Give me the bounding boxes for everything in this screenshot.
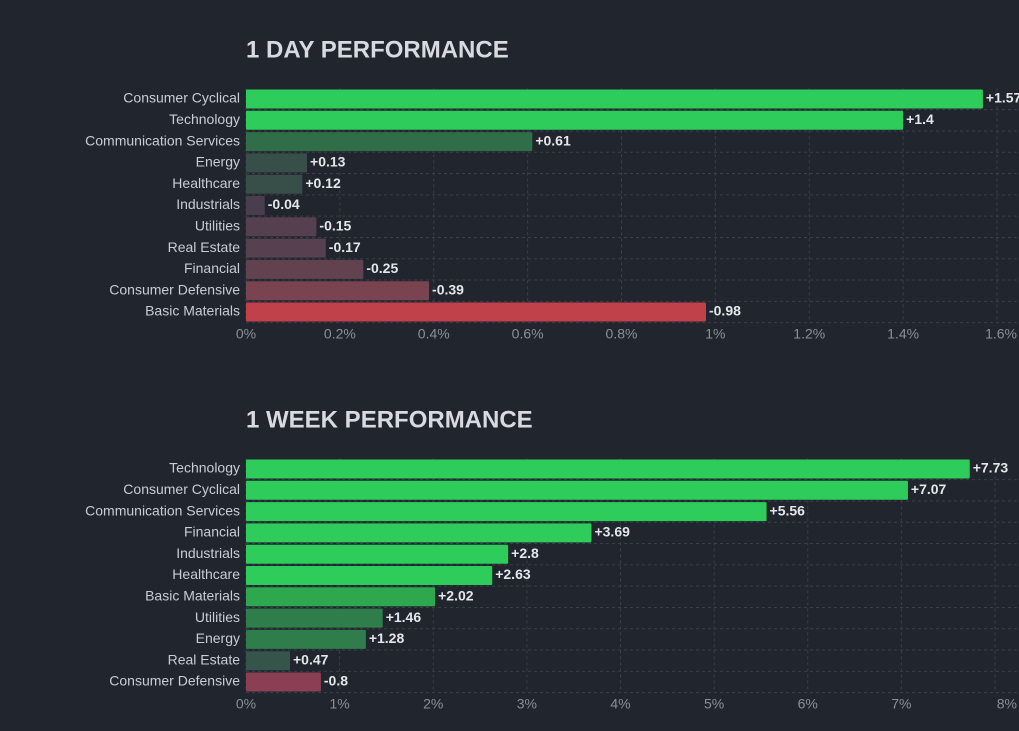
bar xyxy=(246,259,364,279)
category-label: Technology xyxy=(169,460,240,476)
x-tick-label: 1.2% xyxy=(793,326,825,342)
value-label: +1.28 xyxy=(369,630,405,646)
value-label: +7.73 xyxy=(973,460,1009,476)
bar xyxy=(246,153,308,173)
bar xyxy=(246,651,291,671)
x-tick-label: 6% xyxy=(798,696,818,712)
category-label: Financial xyxy=(184,260,240,276)
value-label: -0.17 xyxy=(329,239,361,255)
x-tick-label: 0% xyxy=(236,696,256,712)
value-label: +0.13 xyxy=(310,154,346,170)
x-tick-label: 3% xyxy=(517,696,537,712)
category-label: Industrials xyxy=(176,196,240,212)
category-label: Technology xyxy=(169,111,240,127)
x-tick-label: 1% xyxy=(330,696,350,712)
value-label: +2.63 xyxy=(495,566,531,582)
value-label: +1.46 xyxy=(386,609,422,625)
bar xyxy=(246,196,265,215)
bar xyxy=(246,238,326,258)
chart-title: 1 DAY PERFORMANCE xyxy=(246,36,509,63)
value-label: +1.57 xyxy=(986,90,1019,106)
value-label: +7.07 xyxy=(911,481,947,497)
bar xyxy=(246,587,436,607)
bar xyxy=(246,281,430,301)
category-label: Communication Services xyxy=(85,502,240,518)
value-label: +1.4 xyxy=(906,111,934,127)
category-label: Consumer Cyclical xyxy=(123,481,240,497)
bar xyxy=(246,217,317,237)
value-label: -0.04 xyxy=(268,196,300,212)
value-label: +0.61 xyxy=(535,132,571,148)
category-label: Healthcare xyxy=(172,566,240,582)
bar xyxy=(246,523,592,543)
bar xyxy=(246,480,908,500)
chart-title: 1 WEEK PERFORMANCE xyxy=(246,406,533,433)
x-tick-label: 2% xyxy=(423,696,443,712)
x-tick-label: 0.8% xyxy=(606,326,638,342)
value-label: +2.8 xyxy=(511,545,539,561)
value-label: +0.12 xyxy=(305,175,341,191)
x-tick-label: 0.2% xyxy=(324,326,356,342)
bar xyxy=(246,459,970,479)
category-label: Healthcare xyxy=(172,175,240,191)
bar xyxy=(246,629,366,649)
bar xyxy=(246,672,321,692)
category-label: Industrials xyxy=(176,545,240,561)
x-tick-label: 0% xyxy=(236,326,256,342)
x-tick-label: 1% xyxy=(705,326,725,342)
value-label: -0.39 xyxy=(432,281,464,297)
value-label: +2.02 xyxy=(438,588,474,604)
bar xyxy=(246,132,533,152)
category-label: Real Estate xyxy=(168,651,241,667)
x-tick-label: 1.4% xyxy=(887,326,919,342)
category-label: Financial xyxy=(184,524,240,540)
x-tick-label: 4% xyxy=(610,696,630,712)
category-label: Consumer Cyclical xyxy=(123,90,240,106)
category-label: Basic Materials xyxy=(145,588,240,604)
bar xyxy=(246,544,509,564)
bar xyxy=(246,502,767,522)
bar xyxy=(246,566,493,585)
bar xyxy=(246,110,904,130)
category-label: Consumer Defensive xyxy=(109,281,240,297)
category-label: Consumer Defensive xyxy=(109,673,240,689)
value-label: +0.47 xyxy=(293,651,329,667)
bar xyxy=(246,174,303,194)
x-tick-label: 7% xyxy=(891,696,911,712)
category-label: Energy xyxy=(196,154,240,170)
category-label: Communication Services xyxy=(85,132,240,148)
x-tick-label: 1.6% xyxy=(985,326,1017,342)
category-label: Basic Materials xyxy=(145,303,240,319)
value-label: -0.98 xyxy=(709,303,741,319)
category-label: Energy xyxy=(196,630,240,646)
category-label: Utilities xyxy=(195,609,240,625)
x-tick-label: 0.4% xyxy=(418,326,450,342)
value-label: -0.8 xyxy=(324,673,348,689)
category-label: Utilities xyxy=(195,218,240,234)
bar xyxy=(246,89,983,109)
category-label: Real Estate xyxy=(168,239,241,255)
x-tick-label: 8% xyxy=(997,696,1017,712)
x-tick-label: 5% xyxy=(704,696,724,712)
x-tick-label: 0.6% xyxy=(512,326,544,342)
value-label: -0.15 xyxy=(319,218,351,234)
value-label: -0.25 xyxy=(366,260,398,276)
value-label: +3.69 xyxy=(594,524,630,540)
bar xyxy=(246,608,383,628)
bar xyxy=(246,302,706,322)
value-label: +5.56 xyxy=(770,502,806,518)
